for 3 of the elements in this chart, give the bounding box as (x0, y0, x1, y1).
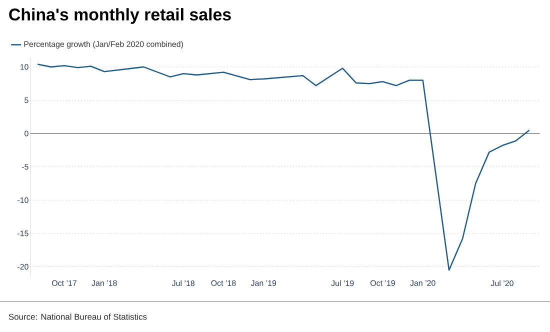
line-series (36, 64, 530, 271)
source-note: Source: National Bureau of Statistics (8, 314, 147, 320)
chart-title: China's monthly retail sales (9, 8, 231, 24)
